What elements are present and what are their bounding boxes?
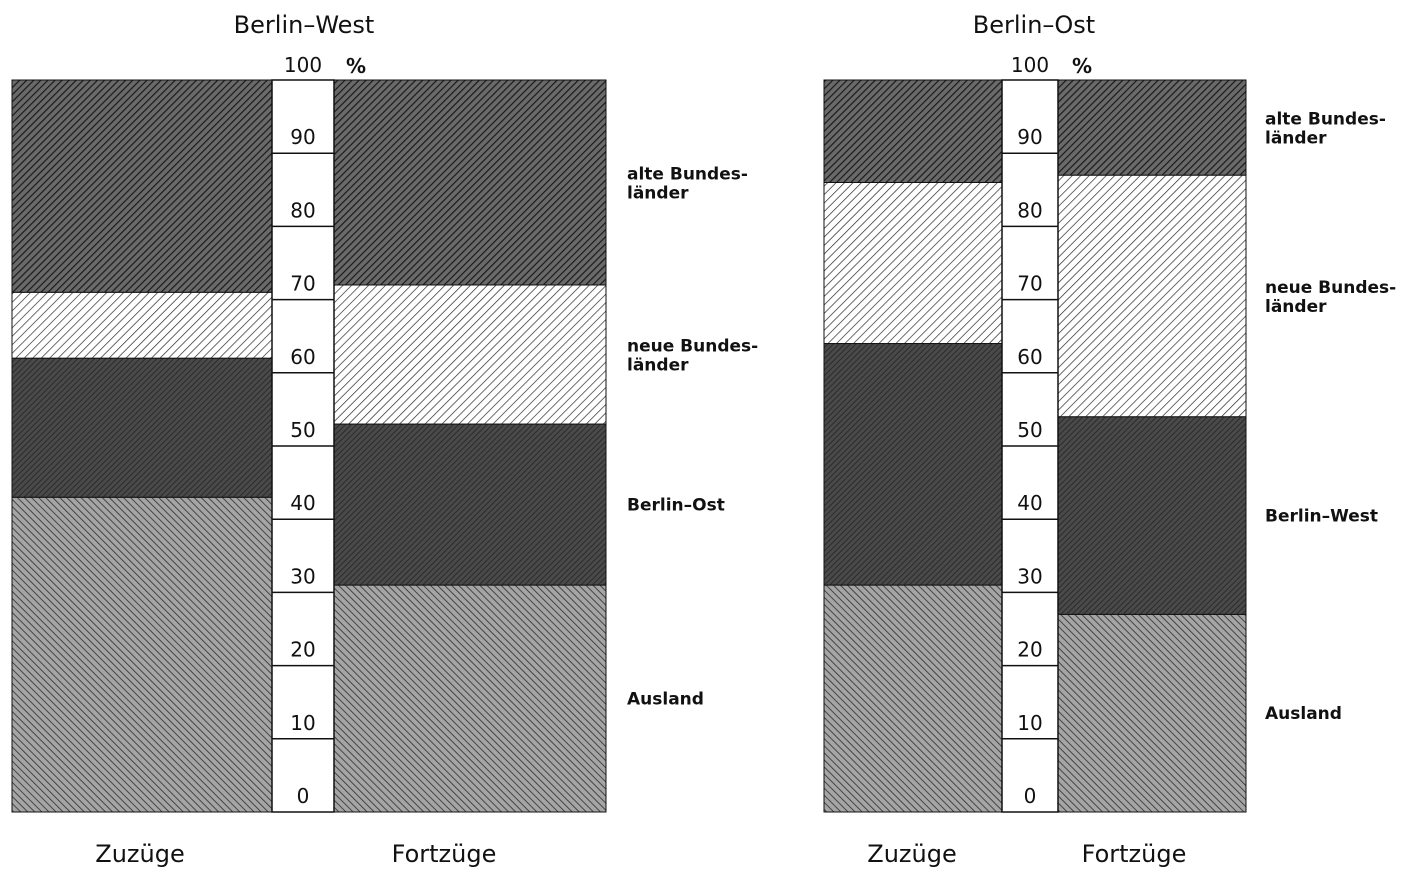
tick-label: 50: [1017, 418, 1042, 442]
tick-label: 90: [1017, 125, 1042, 149]
bar-zuz-ge-berlin-ost: [11, 357, 273, 498]
panel-title: Berlin–Ost: [973, 11, 1095, 39]
bar-fortz-ge-alte-bundes-l-nder: [1057, 79, 1247, 176]
tick-label: 90: [290, 125, 315, 149]
tick-label: 20: [1017, 638, 1042, 662]
bar-zuz-ge-neue-bundes-l-nder: [11, 291, 273, 359]
tick-label: 80: [1017, 198, 1042, 222]
legend-label-alte-bundes-l-nder: alte Bundes-länder: [1265, 110, 1386, 149]
bar-fortz-ge-ausland: [1057, 613, 1247, 813]
tick-label: 60: [1017, 345, 1042, 369]
panel-title: Berlin–West: [234, 11, 375, 39]
legend-label-neue-bundes-l-nder: neue Bundes-länder: [627, 337, 758, 376]
legend-label-ausland: Ausland: [627, 690, 704, 710]
bar-zuz-ge-alte-bundes-l-nder: [11, 79, 273, 293]
tick-label: 10: [290, 711, 315, 735]
category-label-fortzuege: Fortzüge: [1082, 840, 1187, 868]
legend-label-ausland: Ausland: [1265, 704, 1342, 724]
bar-fortz-ge-berlin-ost: [333, 423, 607, 586]
bars-group: [823, 79, 1247, 813]
tick-label: 70: [1017, 272, 1042, 296]
tick-label: 10: [1017, 711, 1042, 735]
tick-label: 0: [1024, 784, 1037, 808]
bar-zuz-ge-ausland: [11, 496, 273, 813]
tick-label: 20: [290, 638, 315, 662]
tick-label: 40: [1017, 491, 1042, 515]
legend-label-berlin-west: Berlin–West: [1265, 507, 1378, 527]
tick-label: 40: [290, 491, 315, 515]
bar-fortz-ge-ausland: [333, 584, 607, 813]
tick-label: 30: [1017, 564, 1042, 588]
legend: Ausland Berlin–Ost neue Bundes-länder alte …: [627, 164, 758, 709]
unit-label: %: [1072, 54, 1092, 78]
tick-label: 100: [284, 53, 322, 77]
tick-label: 30: [290, 564, 315, 588]
unit-label: %: [346, 54, 366, 78]
tick-label: 60: [290, 345, 315, 369]
bar-zuz-ge-berlin-west: [823, 343, 1003, 586]
y-axis: 0 10 20 30 40 50 60 70 80 90 100: [1001, 53, 1059, 813]
tick-label: 80: [290, 198, 315, 222]
bar-zuz-ge-alte-bundes-l-nder: [823, 79, 1003, 183]
bar-zuz-ge-ausland: [823, 584, 1003, 813]
bar-fortz-ge-berlin-west: [1057, 416, 1247, 615]
tick-label: 70: [290, 272, 315, 296]
bar-fortz-ge-neue-bundes-l-nder: [333, 284, 607, 425]
legend: Ausland Berlin–West neue Bundes-länder alte…: [1265, 110, 1396, 725]
bar-zuz-ge-neue-bundes-l-nder: [823, 181, 1003, 345]
tick-label: 0: [297, 784, 310, 808]
panel-berlin-ost: Berlin–Ost % 0 10 20 30 40 50 60 70 80 90 100 Ausl…: [823, 11, 1396, 868]
bars-group: [11, 79, 607, 813]
category-label-fortzuege: Fortzüge: [392, 840, 497, 868]
category-label-zuzuege: Zuzüge: [867, 840, 956, 868]
bar-fortz-ge-neue-bundes-l-nder: [1057, 174, 1247, 418]
y-axis: 0 10 20 30 40 50 60 70 80 90 100: [271, 53, 335, 813]
legend-label-alte-bundes-l-nder: alte Bundes-länder: [627, 164, 748, 203]
legend-label-neue-bundes-l-nder: neue Bundes-länder: [1265, 278, 1396, 317]
tick-label: 50: [290, 418, 315, 442]
category-label-zuzuege: Zuzüge: [95, 840, 184, 868]
panel-berlin-west: Berlin–West % 0 10 20 30 40 50 60 70 80 90 100 Aus…: [11, 11, 758, 868]
tick-label: 100: [1011, 53, 1049, 77]
legend-label-berlin-ost: Berlin–Ost: [627, 496, 725, 516]
bar-fortz-ge-alte-bundes-l-nder: [333, 79, 607, 286]
